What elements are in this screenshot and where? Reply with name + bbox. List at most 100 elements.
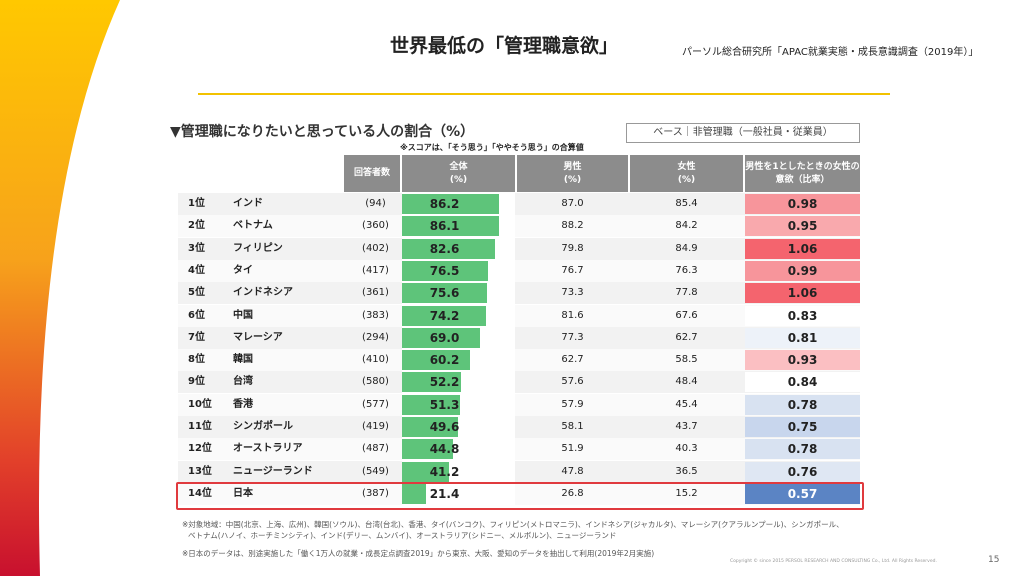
total-value: 74.2 xyxy=(429,308,460,323)
respondents: (487) xyxy=(362,443,389,455)
total-value: 49.6 xyxy=(429,420,460,434)
footnote-regions: ※対象地域：中国(北京、上海、広州)、韓国(ソウル)、台湾(台北)、香港、タイ(… xyxy=(182,520,844,529)
total-value: 86.1 xyxy=(429,219,460,234)
total-cell xyxy=(402,237,515,260)
male-value: 57.9 xyxy=(561,398,584,410)
ratio-value: 0.81 xyxy=(745,327,860,348)
respondents: (410) xyxy=(362,354,389,366)
country: 台湾 xyxy=(233,376,253,388)
ratio-value: 0.84 xyxy=(745,372,860,393)
total-bar xyxy=(402,483,427,504)
total-bar xyxy=(402,350,471,371)
total-bar xyxy=(402,216,500,237)
respondents: (417) xyxy=(362,264,389,276)
base-label: ベース｜非管理職（一般社員・従業員） xyxy=(626,123,860,143)
total-cell xyxy=(402,215,515,238)
female-value: 62.7 xyxy=(675,331,698,343)
total-bar xyxy=(402,372,461,393)
table-row: 7位 マレーシア (294) 69.0 77.3 62.7 0.81 xyxy=(178,326,860,349)
country: ベトナム xyxy=(233,220,273,232)
rank: 1位 xyxy=(188,198,205,209)
male-value: 76.7 xyxy=(561,264,584,276)
country: マレーシア xyxy=(233,331,283,343)
female-value: 67.6 xyxy=(675,309,698,321)
respondents: (360) xyxy=(362,220,389,232)
rank: 6位 xyxy=(188,309,205,321)
header-male: 男性 (%) xyxy=(517,155,628,192)
female-value: 77.8 xyxy=(675,287,698,299)
ratio-value: 1.06 xyxy=(745,283,860,304)
rank: 8位 xyxy=(188,354,205,366)
total-value: 75.6 xyxy=(429,286,460,301)
total-cell xyxy=(402,371,515,394)
country: 香港 xyxy=(233,398,253,410)
country: インドネシア xyxy=(233,287,293,299)
respondents: (419) xyxy=(362,421,389,432)
female-value: 84.9 xyxy=(675,242,698,254)
total-value: 51.3 xyxy=(429,397,460,412)
table-row: 12位 オーストラリア (487) 44.8 51.9 40.3 0.78 xyxy=(178,438,860,461)
total-value: 41.2 xyxy=(429,464,460,479)
total-cell xyxy=(402,193,515,215)
ratio-value: 0.98 xyxy=(745,194,860,214)
ratio-value: 0.57 xyxy=(745,483,860,504)
total-bar xyxy=(402,417,459,437)
total-bar xyxy=(402,394,460,415)
ratio-value: 0.75 xyxy=(745,417,860,437)
female-value: 43.7 xyxy=(675,421,698,432)
copyright: Copyright © since 2015 PERSOL RESEARCH A… xyxy=(730,559,937,564)
total-value: 44.8 xyxy=(429,442,460,457)
rank: 5位 xyxy=(188,287,205,299)
header-ratio: 男性を1としたときの女性の 意欲（比率） xyxy=(745,155,860,192)
rank: 7位 xyxy=(188,331,205,343)
header-female: 女性 (%) xyxy=(630,155,743,192)
total-cell xyxy=(402,482,515,505)
total-value: 52.2 xyxy=(429,375,460,390)
japan-highlight-box xyxy=(176,482,864,510)
source-citation: パーソル総合研究所「APAC就業実態・成長意識調査（2019年）」 xyxy=(682,47,979,58)
respondents: (402) xyxy=(362,242,389,254)
page-number: 15 xyxy=(988,555,1000,565)
female-value: 15.2 xyxy=(675,487,698,499)
table-row: 2位 ベトナム (360) 86.1 88.2 84.2 0.95 xyxy=(178,215,860,238)
country: 韓国 xyxy=(233,354,253,366)
country: シンガポール xyxy=(233,421,293,432)
total-bar xyxy=(402,260,489,281)
table-row: 10位 香港 (577) 51.3 57.9 45.4 0.78 xyxy=(178,393,860,416)
total-cell xyxy=(402,326,515,349)
respondents: (577) xyxy=(362,398,389,410)
female-value: 76.3 xyxy=(675,264,698,276)
total-value: 69.0 xyxy=(429,330,460,345)
page-title: 世界最低の「管理職意欲」 xyxy=(390,35,619,57)
country: オーストラリア xyxy=(233,443,303,455)
total-cell xyxy=(402,393,515,416)
total-value: 86.2 xyxy=(429,197,460,211)
total-cell xyxy=(402,416,515,438)
ratio-value: 0.99 xyxy=(745,260,860,281)
respondents: (94) xyxy=(365,198,386,209)
total-value: 82.6 xyxy=(429,241,460,256)
respondents: (383) xyxy=(362,309,389,321)
rank: 10位 xyxy=(188,398,212,410)
rank: 14位 xyxy=(188,487,212,499)
respondents: (361) xyxy=(362,287,389,299)
ratio-value: 1.06 xyxy=(745,238,860,259)
male-value: 57.6 xyxy=(561,376,584,388)
total-value: 60.2 xyxy=(429,353,460,368)
ratio-value: 0.78 xyxy=(745,394,860,415)
total-cell xyxy=(402,304,515,327)
table-row: 3位 フィリピン (402) 82.6 79.8 84.9 1.06 xyxy=(178,237,860,260)
table-title: ▼管理職になりたいと思っている人の割合（%） xyxy=(170,124,475,140)
male-value: 87.0 xyxy=(561,198,584,209)
header-total: 全体 (%) xyxy=(402,155,515,192)
rank: 12位 xyxy=(188,443,212,455)
total-bar xyxy=(402,327,480,348)
decorative-gradient-swoosh xyxy=(0,0,120,576)
total-cell xyxy=(402,282,515,305)
footnote-japan: ※日本のデータは、別途実施した「働く1万人の就業・成長定点調査2019」から東京… xyxy=(182,549,655,558)
country: フィリピン xyxy=(233,242,283,254)
female-value: 85.4 xyxy=(675,198,698,209)
total-bar xyxy=(402,305,486,326)
total-cell xyxy=(402,460,515,483)
score-note: ※スコアは、「そう思う」「ややそう思う」の合算値 xyxy=(400,143,584,152)
